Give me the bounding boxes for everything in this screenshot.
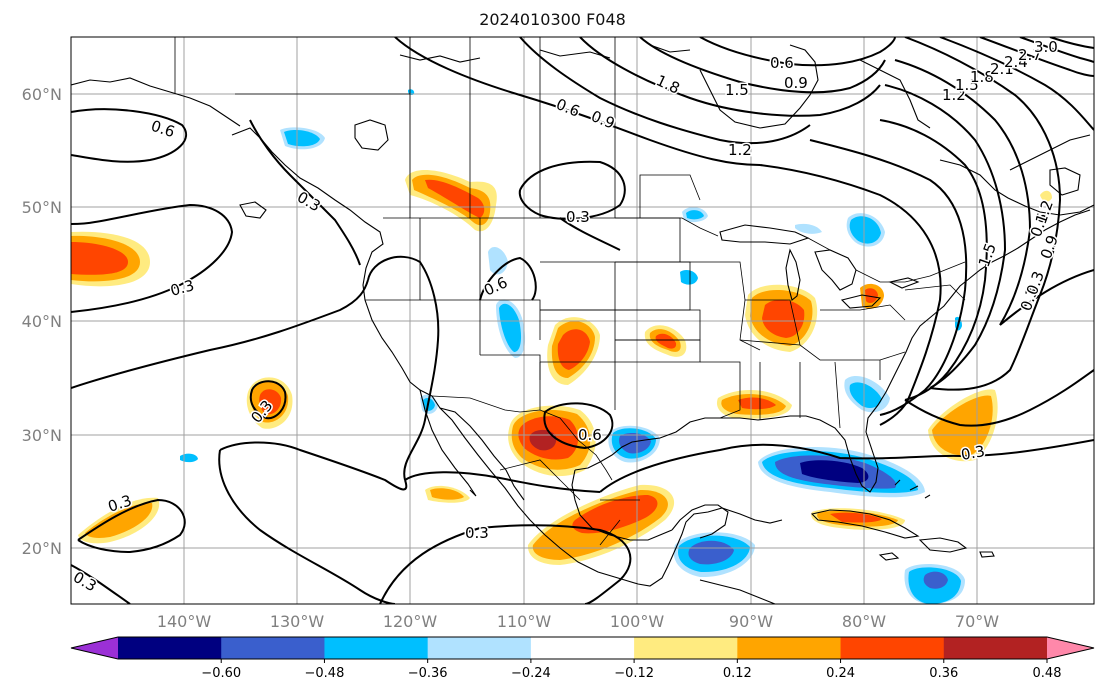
colorbar-segment bbox=[737, 637, 842, 659]
contour-label: 1.8 bbox=[970, 68, 994, 86]
longitude-label: 100°W bbox=[610, 612, 665, 631]
latitude-label: 40°N bbox=[22, 312, 62, 331]
shade-positive bbox=[865, 288, 878, 304]
longitude-label: 110°W bbox=[497, 612, 552, 631]
shade-negative bbox=[923, 571, 948, 589]
shade-positive bbox=[830, 512, 882, 523]
colorbar-segment bbox=[530, 637, 635, 659]
political-borders bbox=[174, 37, 966, 546]
colorbar-segment bbox=[221, 637, 325, 659]
longitude-label: 80°W bbox=[842, 612, 886, 631]
colorbar-tick-label: −0.24 bbox=[511, 666, 551, 681]
longitude-label: 90°W bbox=[729, 612, 773, 631]
colorbar-segment bbox=[118, 637, 222, 659]
contour-label: 0.3 bbox=[566, 208, 590, 226]
contour-label: 0.6 bbox=[770, 54, 794, 72]
shade-positive bbox=[762, 299, 805, 338]
shade-negative bbox=[800, 460, 869, 483]
contour-label: 3.0 bbox=[1034, 38, 1058, 56]
longitude-axis: 140°W 130°W 120°W 110°W 100°W 90°W 80°W … bbox=[157, 612, 999, 631]
colorbar-segment bbox=[71, 637, 118, 659]
longitude-label: 140°W bbox=[157, 612, 212, 631]
colorbar-tick-label: 0.36 bbox=[929, 666, 958, 681]
longitude-label: 70°W bbox=[955, 612, 999, 631]
shade-positive bbox=[572, 495, 658, 534]
contour-lines bbox=[71, 37, 1094, 604]
shade-positive bbox=[1040, 190, 1052, 202]
shade-negative bbox=[686, 210, 704, 220]
colorbar-labels: −0.60 −0.48 −0.36 −0.24 −0.12 0.12 0.24 0.36 0.4… bbox=[201, 659, 1062, 681]
shade-positive bbox=[85, 502, 153, 538]
contour-label: 0.6 bbox=[578, 426, 602, 444]
colorbar-tick-label: 0.48 bbox=[1033, 666, 1062, 681]
contour-label: 2.1 bbox=[990, 60, 1014, 78]
latitude-axis: 60°N 50°N 40°N 30°N 20°N bbox=[22, 85, 62, 558]
colorbar-tick-label: 0.12 bbox=[723, 666, 752, 681]
colorbar-tick-label: −0.12 bbox=[614, 666, 654, 681]
contour-label: 1.5 bbox=[725, 81, 749, 99]
shade-negative bbox=[499, 303, 522, 352]
colorbar-segment bbox=[427, 637, 532, 659]
contour-label: 1.2 bbox=[728, 141, 752, 159]
shade-negative bbox=[284, 130, 320, 147]
shade-positive bbox=[655, 333, 677, 349]
map-content: 0.6 0.3 0.3 0.3 0.3 0.6 0.3 0.6 0.3 0.3 … bbox=[71, 37, 1094, 604]
contour-label: 2.4 bbox=[1004, 53, 1028, 71]
longitude-label: 130°W bbox=[270, 612, 325, 631]
colorbar-segment bbox=[1047, 637, 1094, 659]
shade-negative bbox=[680, 270, 698, 285]
shade-negative bbox=[619, 433, 651, 454]
contour-label: 1.5 bbox=[955, 76, 979, 94]
latitude-label: 60°N bbox=[22, 85, 62, 104]
colorbar-tick-label: −0.60 bbox=[201, 666, 241, 681]
shade-positive bbox=[557, 329, 590, 370]
contour-label: 1.2 bbox=[942, 86, 966, 104]
colorbar-tick-label: −0.36 bbox=[408, 666, 448, 681]
shade-negative bbox=[423, 397, 435, 411]
shade-positive bbox=[425, 179, 485, 218]
shade-negative bbox=[795, 223, 822, 234]
shade-positive bbox=[430, 488, 464, 500]
contour-label: 2.7 bbox=[1018, 46, 1042, 64]
colorbar-segment bbox=[943, 637, 1048, 659]
shade-positive bbox=[259, 389, 282, 415]
shade-positive bbox=[71, 242, 128, 275]
longitude-label: 120°W bbox=[383, 612, 438, 631]
contour-label: 0.3 bbox=[465, 524, 489, 542]
map-title: 2024010300 F048 bbox=[479, 10, 626, 29]
shade-positive bbox=[738, 397, 776, 410]
plot-frame bbox=[70, 36, 1095, 605]
contour-label: 0.3 bbox=[960, 442, 987, 464]
latitude-label: 20°N bbox=[22, 539, 62, 558]
colorbar-outline bbox=[70, 636, 1095, 660]
colorbar-segment bbox=[324, 637, 429, 659]
latitude-label: 50°N bbox=[22, 198, 62, 217]
shade-negative bbox=[488, 247, 508, 275]
colorbar-segment bbox=[634, 637, 738, 659]
contour-label: 0.9 bbox=[784, 74, 808, 92]
colorbar-tick-label: −0.48 bbox=[305, 666, 345, 681]
colorbar-segment bbox=[840, 637, 945, 659]
shade-negative bbox=[849, 216, 881, 244]
shade-negative bbox=[849, 382, 882, 408]
colorbar bbox=[70, 636, 1095, 660]
shade-negative bbox=[688, 540, 734, 565]
latitude-label: 30°N bbox=[22, 426, 62, 445]
colorbar-tick-label: 0.24 bbox=[826, 666, 855, 681]
